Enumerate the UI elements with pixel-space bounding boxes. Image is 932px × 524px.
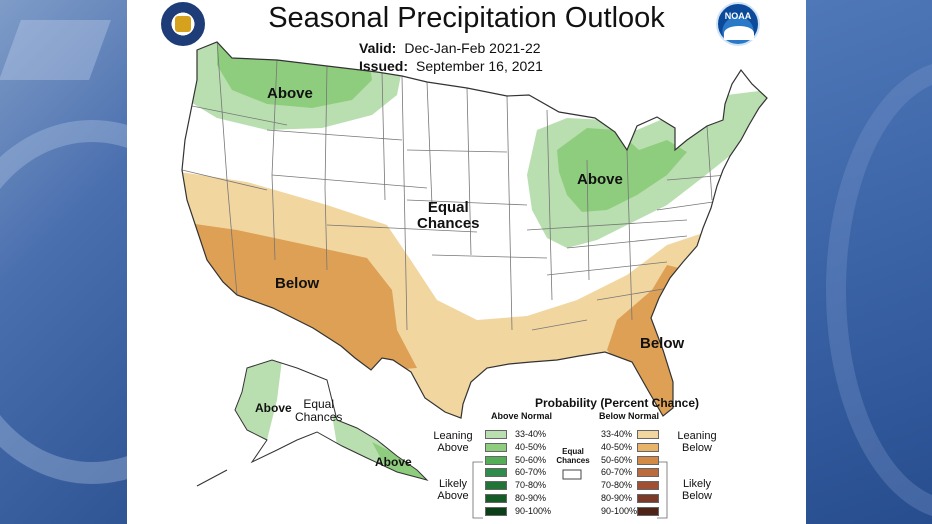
likely-above-bracket xyxy=(472,461,483,519)
legend-likely-below: Likely Below xyxy=(682,478,712,503)
legend-likely-above: Likely Above xyxy=(437,478,469,503)
legend-below-range: 70-80% xyxy=(601,480,633,491)
legend-above-range: 33-40% xyxy=(515,429,547,439)
label-southwest-below: Below xyxy=(275,275,320,292)
legend-above-swatch xyxy=(485,468,507,478)
page-title: Seasonal Precipitation Outlook xyxy=(268,2,665,34)
legend-below-range: 80-90% xyxy=(601,493,633,503)
issued-line: Issued: September 16, 2021 xyxy=(359,58,543,74)
legend-below-header: Below Normal xyxy=(599,411,660,421)
label-northwest-above: Above xyxy=(267,85,313,102)
legend-below-swatch xyxy=(637,506,659,516)
legend-above-range: 40-50% xyxy=(515,441,547,452)
legend-above-range: 70-80% xyxy=(515,480,547,491)
legend-above-swatch xyxy=(485,481,507,491)
issued-label: Issued: xyxy=(359,58,409,74)
legend-below-swatch xyxy=(637,430,659,439)
commerce-seal-icon xyxy=(161,2,205,46)
legend-above-swatch xyxy=(485,430,507,439)
likely-below-bracket xyxy=(657,461,668,519)
legend-equal-chances: Equal Chances xyxy=(556,447,590,465)
legend-above-header: Above Normal xyxy=(491,411,553,421)
issued-value: September 16, 2021 xyxy=(416,58,543,74)
valid-label: Valid: xyxy=(359,40,397,56)
legend-below-range: 33-40% xyxy=(601,429,633,439)
legend-above-swatch xyxy=(485,506,507,516)
background-right xyxy=(806,0,932,524)
background-left xyxy=(0,0,127,524)
label-northeast-above: Above xyxy=(577,171,623,188)
outlook-panel: Seasonal Precipitation Outlook NOAA Vali… xyxy=(127,0,806,524)
legend-below-swatch xyxy=(637,481,659,491)
label-alaska-south-above: Above xyxy=(375,455,412,469)
legend-below-range: 50-60% xyxy=(601,454,633,465)
label-center-equal-chances: Equal Chances xyxy=(417,199,480,233)
legend-above-swatch xyxy=(485,455,507,465)
legend-above-range: 60-70% xyxy=(515,467,547,478)
legend-above-swatch xyxy=(485,442,507,452)
legend-below-swatch xyxy=(637,442,659,452)
legend-below-swatch xyxy=(637,468,659,478)
label-southeast-below: Below xyxy=(640,335,685,352)
noaa-logo-text: NOAA xyxy=(724,11,752,21)
us-map xyxy=(181,41,768,519)
label-alaska-equal-chances: Equal Chances xyxy=(295,397,343,424)
legend-below-range: 90-100% xyxy=(601,505,638,516)
legend-above-range: 90-100% xyxy=(515,505,552,516)
state-borders xyxy=(182,42,728,331)
legend-below-range: 40-50% xyxy=(601,441,633,452)
valid-line: Valid: Dec-Jan-Feb 2021-22 xyxy=(359,40,541,56)
conus-outline xyxy=(181,41,768,419)
legend-title: Probability (Percent Chance) xyxy=(534,396,700,410)
label-alaska-west-above: Above xyxy=(255,401,292,415)
legend-below-swatch xyxy=(637,455,659,465)
legend-below-swatch xyxy=(637,494,659,503)
noaa-logo-icon: NOAA xyxy=(716,2,760,46)
legend-below-range: 60-70% xyxy=(601,467,633,478)
legend-leaning-below: Leaning Below xyxy=(677,430,717,455)
legend-above-range: 50-60% xyxy=(515,454,547,465)
valid-value: Dec-Jan-Feb 2021-22 xyxy=(404,40,541,56)
alaska-outline xyxy=(234,359,429,481)
legend-above-range: 80-90% xyxy=(515,493,547,503)
legend-above-swatch xyxy=(485,494,507,503)
equal-chances-swatch xyxy=(562,469,582,480)
legend-leaning-above: Leaning Above xyxy=(433,430,473,455)
aleutian-islands xyxy=(196,469,228,487)
